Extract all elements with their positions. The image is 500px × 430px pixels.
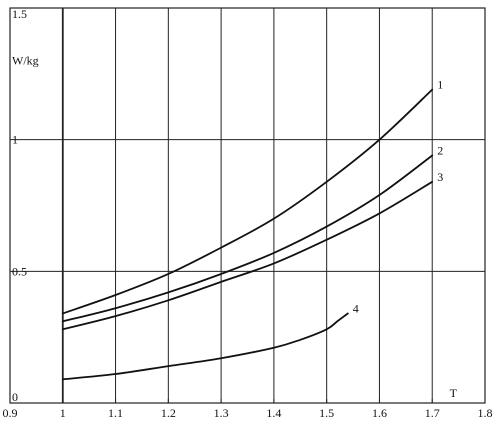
x-tick-label: 1.8 bbox=[478, 406, 493, 420]
series-line-4 bbox=[61, 312, 349, 381]
y-axis-label: W/kg bbox=[12, 54, 39, 68]
series-lines bbox=[61, 88, 434, 381]
series-label-2: 2 bbox=[437, 143, 443, 157]
x-tick-label: 0.9 bbox=[3, 406, 18, 420]
series-label-3: 3 bbox=[437, 170, 443, 184]
x-tick-label: 1 bbox=[60, 406, 66, 420]
plot-border bbox=[9, 7, 486, 404]
plot-frame bbox=[9, 7, 486, 404]
series-label-4: 4 bbox=[353, 301, 359, 315]
y-tick-label: 0.5 bbox=[12, 264, 27, 278]
series-line-1 bbox=[61, 88, 434, 315]
x-axis-label: T bbox=[450, 386, 458, 400]
x-tick-label: 1.6 bbox=[372, 406, 387, 420]
x-tick-label: 1.2 bbox=[161, 406, 176, 420]
y-tick-label: 1 bbox=[12, 133, 18, 147]
x-tick-label: 1.7 bbox=[425, 406, 440, 420]
series-line-3 bbox=[61, 180, 434, 331]
y-tick-label: 1.5 bbox=[12, 7, 27, 21]
x-tick-label: 1.1 bbox=[108, 406, 123, 420]
grid bbox=[10, 8, 485, 403]
tick-labels: 0.9 1 1.1 1.2 1.3 1.4 1.5 1.6 1.7 1.8 0 0.5 1 1.5 1 2 3 4 bbox=[3, 7, 493, 420]
x-tick-label: 1.5 bbox=[319, 406, 334, 420]
series-label-1: 1 bbox=[437, 78, 443, 92]
y-tick-label: 0 bbox=[12, 390, 18, 404]
x-tick-label: 1.4 bbox=[266, 406, 281, 420]
x-tick-label: 1.3 bbox=[214, 406, 229, 420]
series-line-2 bbox=[61, 154, 434, 323]
